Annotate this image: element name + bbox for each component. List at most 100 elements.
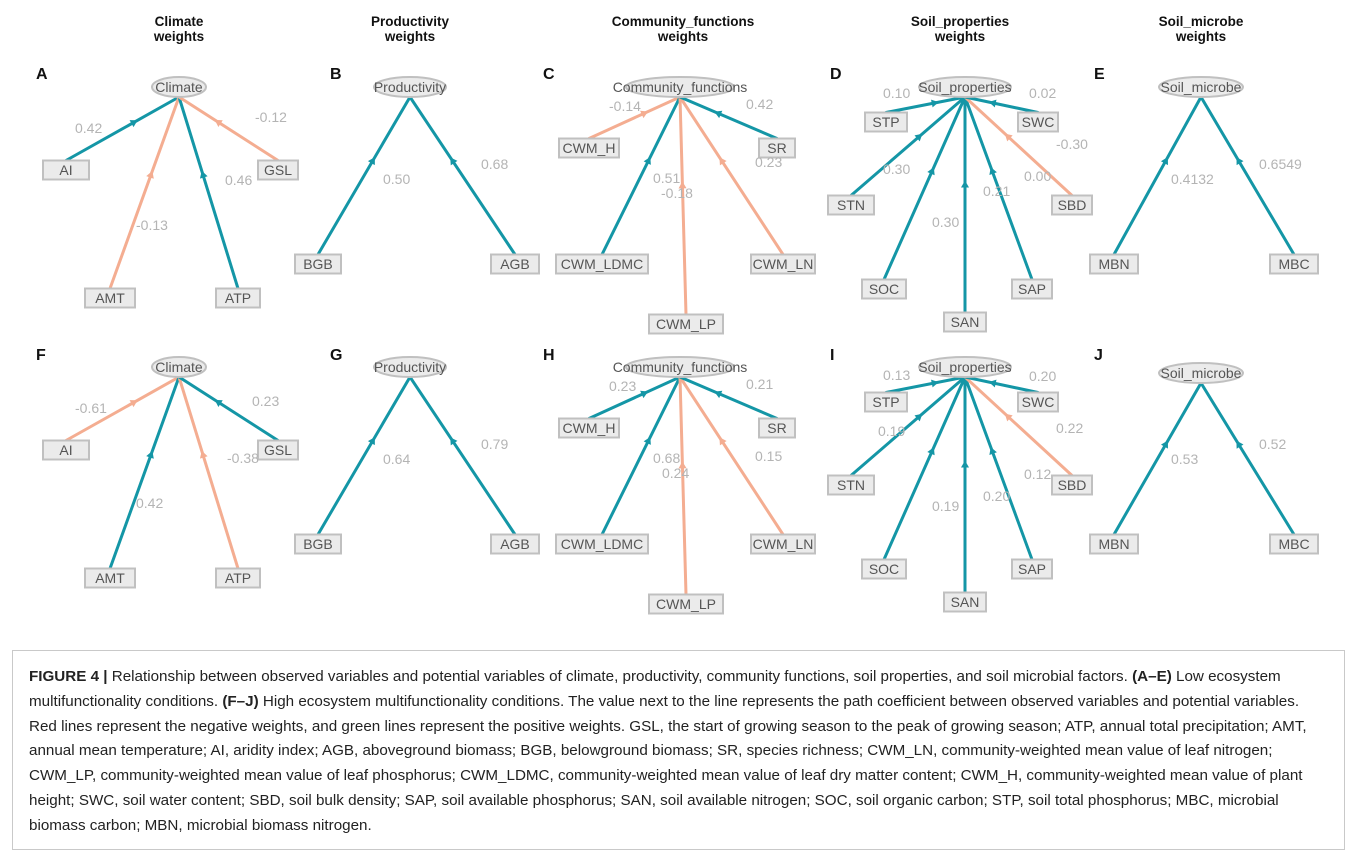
observed-node-label-sr: SR	[767, 420, 786, 436]
observed-node-box-sbd	[1051, 474, 1093, 496]
observed-node-label-stn: STN	[837, 197, 865, 213]
arrowhead-cwm-ldmc	[643, 436, 651, 445]
latent-node-ellipse	[625, 76, 735, 98]
observed-node-box-mbc	[1269, 253, 1319, 275]
arrowhead-amt	[146, 450, 154, 459]
path-coefficient-sr: 0.21	[746, 376, 773, 392]
column-header-3-line-2: weights	[657, 29, 708, 44]
edges	[587, 95, 785, 316]
observed-node-box-soc	[861, 278, 907, 300]
observed-node-label-amt: AMT	[95, 570, 125, 586]
observed-node-box-cwm-ln	[750, 253, 816, 275]
path-coefficient-cwm-lp: 0.24	[662, 465, 689, 481]
observed-node-label-mbc: MBC	[1278, 536, 1309, 552]
path-coefficient-ai: 0.42	[75, 120, 102, 136]
panel-b: B BGB AGB 0.50 0.68 Productivity	[294, 66, 540, 275]
observed-node-box-mbn	[1089, 533, 1139, 555]
observed-node-label-sbd: SBD	[1058, 197, 1087, 213]
path-coefficient-san: 0.21	[983, 183, 1010, 199]
observed-node-label-stp: STP	[872, 394, 899, 410]
arrowhead-cwm-lp	[678, 461, 687, 469]
observed-node-label-cwm-lp: CWM_LP	[656, 596, 716, 612]
arrowhead-sr	[714, 110, 723, 119]
observed-node-box-amt	[84, 567, 136, 589]
observed-node-label-agb: AGB	[500, 536, 530, 552]
arrowhead-bgb	[367, 157, 375, 166]
path-line-atp	[177, 95, 240, 290]
path-coefficient-sbd: 0.22	[1056, 420, 1083, 436]
arrowhead-sbd	[1004, 133, 1013, 142]
path-coefficient-cwm-h: 0.23	[609, 378, 636, 394]
arrowhead-stp	[931, 99, 939, 108]
observed-node-box-stn	[827, 474, 875, 496]
path-coefficient-cwm-ln: 0.23	[755, 154, 782, 170]
path-coefficient-cwm-ldmc: 0.51	[653, 170, 680, 186]
panel-a: A AI AMT ATP GSL 0.42 -0.13 0.46 -0.12 Climate	[36, 66, 299, 309]
path-coefficient-san: 0.20	[983, 488, 1010, 504]
path-line-agb	[408, 95, 517, 256]
observed-node-box-sap	[1011, 558, 1053, 580]
edges	[64, 95, 280, 290]
edges	[316, 95, 517, 256]
path-coefficient-agb: 0.68	[481, 156, 508, 172]
arrowhead-mbn	[1160, 440, 1168, 449]
path-line-stn	[849, 375, 967, 477]
arrowhead-swc	[988, 99, 997, 108]
arrowhead-ai	[129, 400, 138, 408]
panels: A AI AMT ATP GSL 0.42 -0.13 0.46 -0.12 Climate B BG…	[36, 66, 1319, 615]
observed-node-box-gsl	[257, 159, 299, 181]
panel-g: G BGB AGB 0.64 0.79 Productivity	[294, 347, 540, 555]
path-line-atp	[177, 375, 240, 570]
latent-node-label: Community_functions	[613, 79, 748, 95]
path-line-cwm-lp	[678, 375, 688, 596]
path-coefficient-cwm-ln: 0.15	[755, 448, 782, 464]
arrowhead-sbd	[1004, 413, 1013, 422]
panel-letter: B	[330, 66, 342, 83]
arrowhead-mbc	[1236, 157, 1244, 166]
latent-node-label: Community_functions	[613, 359, 748, 375]
observed-node-label-cwm-ln: CWM_LN	[753, 536, 814, 552]
observed-nodes: AI AMT ATP GSL	[42, 159, 299, 309]
arrowhead-amt	[146, 170, 154, 179]
arrowhead-gsl	[214, 119, 223, 128]
observed-node-label-agb: AGB	[500, 256, 530, 272]
observed-node-box-gsl	[257, 439, 299, 461]
column-header-1-line-2: weights	[153, 29, 204, 44]
arrowhead-agb	[450, 157, 458, 166]
path-line-ai	[64, 375, 181, 442]
path-line-bgb	[316, 375, 412, 536]
panel-c: C CWM_H CWM_LDMC CWM_LP CWM_LN SR -0.14 0.51-0.…	[543, 66, 816, 335]
observed-node-box-cwm-h	[558, 417, 620, 439]
path-coefficient-atp: 0.46	[225, 172, 252, 188]
observed-nodes: BGB AGB	[294, 253, 540, 275]
latent-node-ellipse	[373, 76, 447, 98]
caption-range-high: (F–J)	[222, 692, 259, 710]
arrowhead-agb	[450, 437, 458, 446]
observed-nodes: AI AMT ATP GSL	[42, 439, 299, 589]
observed-node-label-cwm-ln: CWM_LN	[753, 256, 814, 272]
observed-node-box-cwm-lp	[648, 593, 724, 615]
column-header-2-line-2: weights	[384, 29, 435, 44]
panel-letter: H	[543, 347, 555, 364]
arrowhead-atp	[199, 170, 208, 179]
observed-node-box-agb	[490, 533, 540, 555]
caption-text-2: Low ecosystem multifunctionality conditi…	[29, 668, 1281, 710]
panel-letter: C	[543, 66, 555, 83]
observed-node-box-amt	[84, 287, 136, 309]
arrowhead-cwm-ldmc	[643, 156, 651, 165]
observed-node-box-ai	[42, 439, 90, 461]
path-line-sbd	[963, 95, 1074, 197]
caption-range-low: (A–E)	[1132, 668, 1172, 685]
observed-node-box-mbc	[1269, 533, 1319, 555]
path-line-swc	[963, 375, 1040, 394]
path-coefficient-mbn: 0.53	[1171, 451, 1198, 467]
observed-node-label-cwm-ldmc: CWM_LDMC	[561, 256, 643, 272]
path-coefficient-mbc: 0.6549	[1259, 156, 1302, 172]
observed-node-box-soc	[861, 558, 907, 580]
observed-node-label-bgb: BGB	[303, 256, 333, 272]
edges	[1112, 381, 1296, 536]
panel-letter: G	[330, 347, 342, 364]
path-line-stp	[884, 95, 967, 114]
panel-letter: I	[830, 347, 834, 364]
arrowhead-cwm-h	[640, 390, 649, 399]
